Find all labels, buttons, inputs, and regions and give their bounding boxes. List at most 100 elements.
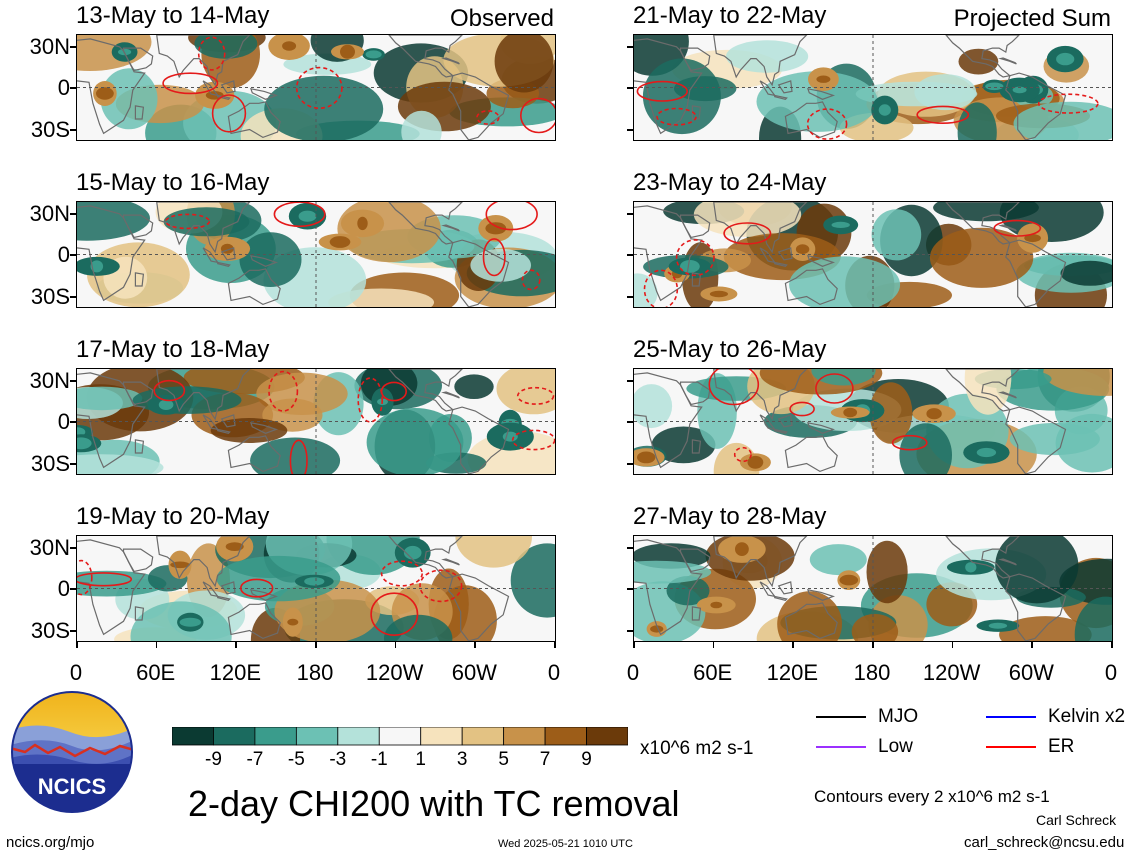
y-tick [627, 463, 633, 465]
map-panel [633, 368, 1113, 475]
legend-label: ER [1048, 736, 1075, 757]
y-tick [627, 588, 633, 590]
y-axis-label: 30N [29, 368, 70, 393]
y-tick [70, 296, 76, 298]
colorbar-swatch [586, 726, 629, 746]
colorbar-label: -1 [370, 749, 388, 770]
y-tick [627, 129, 633, 131]
colorbar-label: 1 [415, 749, 426, 770]
map-panel [633, 34, 1113, 141]
colorbar-swatch [213, 726, 256, 746]
colorbar-label: -5 [287, 749, 305, 770]
x-axis-label: 60W [451, 660, 497, 685]
x-axis-label: 60E [136, 660, 176, 685]
legend-line [986, 716, 1036, 718]
x-tick [315, 642, 317, 648]
y-axis-label: 30S [30, 117, 70, 142]
legend-line [816, 746, 866, 748]
panel-title: 23-May to 24-May [633, 169, 827, 196]
y-tick [70, 588, 76, 590]
colorbar-label: 5 [498, 749, 509, 770]
x-axis-label: 120E [209, 660, 262, 685]
map-panel [633, 201, 1113, 308]
y-tick [627, 296, 633, 298]
x-tick [792, 642, 794, 648]
map-panel [76, 34, 556, 141]
x-tick [1031, 642, 1033, 648]
y-axis-label: 30N [29, 201, 70, 226]
logo-text: NCICS [38, 774, 106, 799]
colorbar-label: -3 [329, 749, 347, 770]
x-axis-label: 180 [296, 660, 334, 685]
colorbar-swatch [420, 726, 463, 746]
y-axis-label: 30N [29, 34, 70, 59]
y-tick [70, 547, 76, 549]
y-tick [70, 254, 76, 256]
y-tick [70, 213, 76, 215]
author-email: carl_schreck@ncsu.edu [964, 834, 1125, 851]
legend-line [986, 746, 1036, 748]
y-tick [70, 630, 76, 632]
x-tick [155, 642, 158, 648]
colorbar-swatch [461, 726, 505, 746]
panel-title: 17-May to 18-May [76, 336, 270, 363]
x-axis-label: 0 [1104, 660, 1118, 685]
x-tick [394, 642, 397, 648]
x-axis-label: 60E [693, 660, 733, 685]
x-tick [712, 642, 715, 648]
main-title: 2-day CHI200 with TC removal [188, 783, 680, 824]
y-tick [70, 129, 76, 131]
colorbar-swatch [295, 726, 339, 746]
y-axis-label: 0 [57, 75, 70, 100]
colorbar-units: x10^6 m2 s-1 [640, 738, 754, 759]
colorbar-label: -7 [246, 749, 264, 770]
y-tick [627, 213, 633, 215]
panel-title: 13-May to 14-May [76, 2, 270, 29]
legend-label: Low [878, 736, 913, 757]
x-axis-label: 0 [626, 660, 640, 685]
colorbar [171, 726, 629, 752]
x-axis-label: 0 [547, 660, 561, 685]
y-axis-label: 30S [30, 284, 70, 309]
panel-title: 19-May to 20-May [76, 503, 270, 530]
footer-url: ncics.org/mjo [6, 834, 95, 851]
y-axis-label: 30S [30, 451, 70, 476]
y-tick [70, 463, 76, 465]
x-axis-label: 180 [853, 660, 891, 685]
panel-title: 15-May to 16-May [76, 169, 270, 196]
x-tick [76, 642, 78, 648]
x-axis-label: 120W [922, 660, 981, 685]
y-tick [627, 87, 633, 89]
colorbar-swatch [378, 726, 422, 746]
contours-note: Contours every 2 x10^6 m2 s-1 [814, 787, 1050, 806]
panel-tag: Observed [449, 5, 554, 32]
y-axis-label: 0 [57, 242, 70, 267]
colorbar-label: -9 [205, 749, 222, 770]
y-tick [627, 421, 633, 423]
x-axis-label: 60W [1008, 660, 1054, 685]
colorbar-swatch [503, 726, 546, 746]
colorbar-swatch [171, 726, 214, 746]
x-tick [872, 642, 874, 648]
y-axis-label: 30N [29, 535, 70, 560]
colorbar-swatch [254, 726, 297, 746]
panel-tag: Projected Sum [953, 5, 1111, 32]
map-panel [633, 535, 1113, 642]
ncics-logo: NCICS [10, 690, 134, 814]
x-tick [951, 642, 954, 648]
colorbar-label: 7 [539, 749, 551, 770]
x-tick [1111, 642, 1113, 648]
map-panel [76, 368, 556, 475]
y-axis-label: 30S [30, 618, 70, 643]
y-axis-label: 0 [57, 576, 70, 601]
y-tick [627, 630, 633, 632]
colorbar-label: 9 [581, 749, 592, 770]
y-axis-label: 0 [57, 409, 70, 434]
x-tick [633, 642, 635, 648]
y-tick [70, 87, 76, 89]
legend-label: Kelvin x2 [1048, 706, 1126, 727]
x-tick [235, 642, 237, 648]
y-tick [70, 46, 76, 48]
x-tick [474, 642, 476, 648]
colorbar-label: 3 [456, 749, 468, 770]
